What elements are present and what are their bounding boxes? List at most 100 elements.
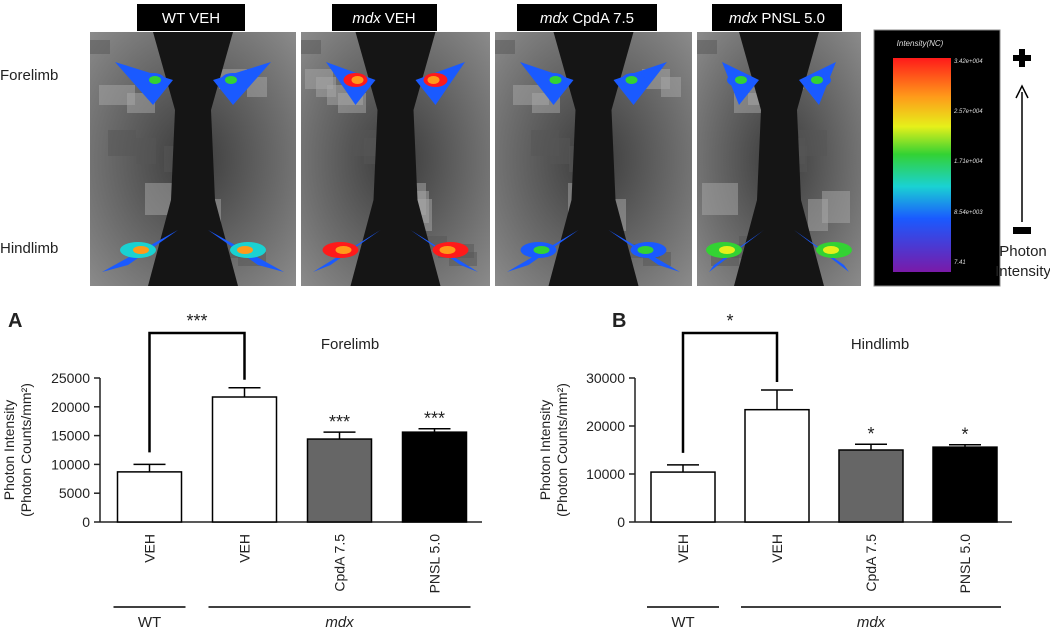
y-axis-label: (Photon Counts/mm²) [18,383,34,517]
hindlimb-hot [533,246,550,254]
colorbar: Intensity(NC) 3.42e+004 2.57e+004 1.71e+… [873,29,1001,287]
panel-label: B [612,310,626,332]
row-label: Hindlimb [0,240,58,257]
y-tick-label: 15000 [51,428,90,444]
x-tick-label: CpdA 7.5 [332,534,348,592]
y-tick-label: 20000 [586,418,625,434]
x-tick-label: PNSL 5.0 [957,534,973,594]
significance-label: * [961,425,968,445]
bar [744,408,810,523]
forelimb-hot [549,76,562,84]
colorbar-gradient [893,58,951,272]
chart-title: Hindlimb [851,336,909,353]
row-label: Forelimb [0,67,58,84]
bar [932,446,998,523]
hindlimb-hot [439,246,456,254]
forelimb-hot [625,76,638,84]
y-tick-label: 10000 [51,456,90,472]
comparison-label: *** [186,311,207,331]
y-tick-label: 10000 [586,466,625,482]
plus-icon [1013,49,1031,67]
bar [306,438,373,523]
forelimb-hot [351,76,364,84]
y-tick-label: 0 [82,514,90,530]
body-shadow [734,32,824,286]
comparison-label: * [726,311,733,331]
colorbar-tick: 8.54e+003 [954,210,983,216]
image [495,32,692,286]
image-label: WT VEH [162,10,220,27]
x-tick-label: VEH [237,534,253,563]
texture [301,40,321,54]
label-box [712,4,842,31]
significance-label: * [867,424,874,444]
y-tick-label: 25000 [51,370,90,386]
image [697,32,861,286]
texture [136,138,156,164]
group-label: WT [138,614,161,631]
body-shadow [548,32,639,286]
colorbar-tick: 1.71e+004 [954,159,983,165]
arrowhead [1015,84,1029,99]
x-tick-label: VEH [675,534,691,563]
forelimb-hot [427,76,440,84]
scale-label: Photon [999,243,1047,260]
hindlimb-hot [237,246,253,254]
bar-chart: B Hindlimb Photon Intensity (Photon Counts/… [537,310,1012,631]
texture [531,130,559,156]
bar-chart: A Forelimb Photon Intensity (Photon Counts/… [1,310,482,631]
image [301,32,490,286]
y-axis-label: Photon Intensity [1,400,17,500]
hindlimb-hot [719,246,735,254]
label-box [332,4,437,31]
image-label: mdx CpdA 7.5 [540,10,634,27]
panel-labels: WT VEH mdx VEH mdx CpdA 7.5 mdx PNSL 5.0 [137,4,842,31]
label-box [517,4,657,31]
scale-label: Intensity [995,263,1050,280]
x-tick-label: VEH [142,534,158,563]
body-shadow [350,32,441,286]
forelimb-hot [735,76,747,84]
texture [90,40,110,54]
colorbar-tick: 2.57e+004 [953,109,983,115]
texture [99,85,135,105]
group-label: mdx [325,614,354,631]
image-panel [90,32,861,286]
x-tick-label: VEH [769,534,785,563]
texture [697,40,717,54]
hindlimb-hot [637,246,654,254]
comparison-bracket [148,331,246,453]
x-tick-label: CpdA 7.5 [863,534,879,592]
texture [702,183,738,215]
x-tick-label: PNSL 5.0 [427,534,443,594]
comparison-bracket [681,331,779,453]
y-axis-label: (Photon Counts/mm²) [554,383,570,517]
significance-label: *** [329,412,350,432]
bar [401,431,468,523]
significance-label: *** [424,409,445,429]
bar [116,471,183,523]
texture [822,191,850,223]
hindlimb-hot [335,246,352,254]
image [90,32,296,286]
colorbar-tick: 3.42e+004 [954,59,983,65]
hindlimb-hot [133,246,149,254]
y-tick-label: 5000 [59,485,90,501]
y-tick-label: 30000 [586,370,625,386]
minus-icon [1013,227,1031,234]
hindlimb-hot [823,246,839,254]
bar [838,449,904,523]
y-tick-label: 20000 [51,399,90,415]
group-label: mdx [857,614,886,631]
intensity-scale: Photon Intensity [995,49,1050,280]
colorbar-tick: 7.41 [954,260,966,266]
bar [211,396,278,523]
forelimb-hot [811,76,823,84]
chart-title: Forelimb [321,336,379,353]
colorbar-title: Intensity(NC) [897,39,944,48]
forelimb-hot [149,76,161,84]
texture [108,130,136,156]
label-box [137,4,245,31]
y-tick-label: 0 [617,514,625,530]
